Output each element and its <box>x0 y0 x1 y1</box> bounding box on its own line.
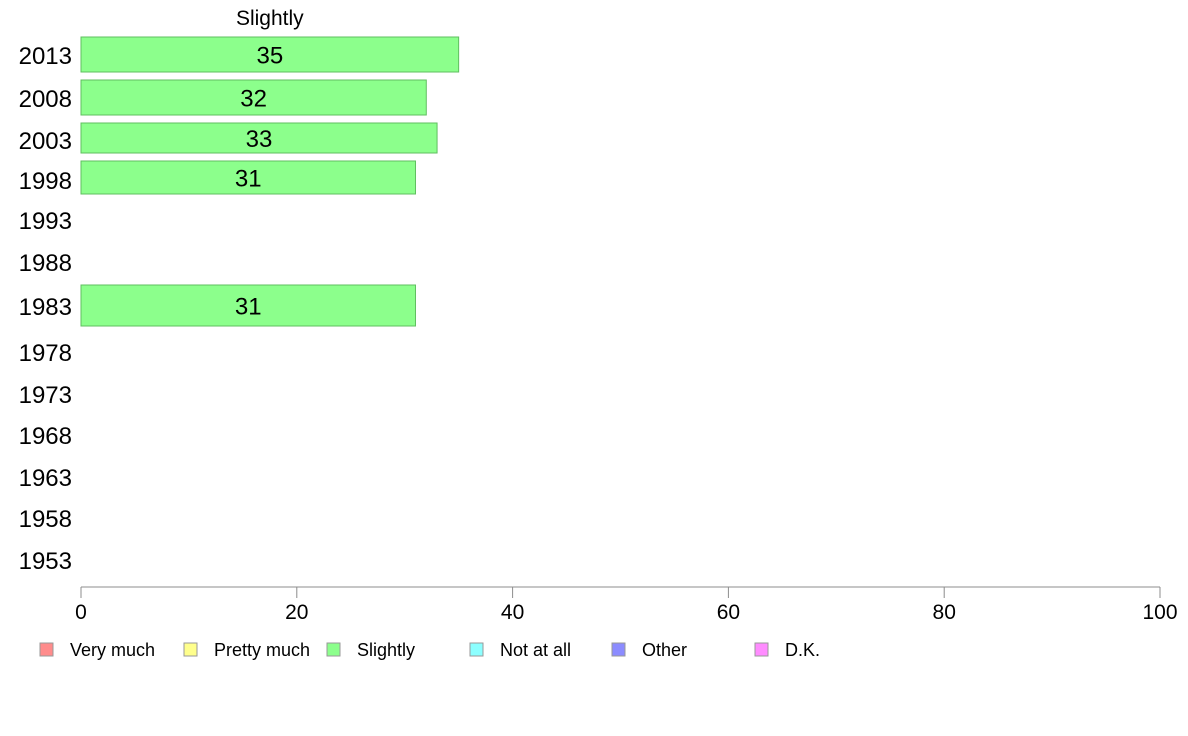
series-title: Slightly <box>236 7 304 30</box>
year-label-1973: 1973 <box>19 382 72 409</box>
bar-2003 <box>80 122 438 154</box>
value-label-2013: 35 <box>256 43 283 70</box>
legend-label: Very much <box>70 640 155 660</box>
x-tick-label-60: 60 <box>717 601 740 624</box>
legend-item-d-k: D.K. <box>754 640 820 660</box>
legend-item-other: Other <box>611 640 687 660</box>
year-label-1968: 1968 <box>19 423 72 450</box>
year-label-1958: 1958 <box>19 506 72 533</box>
legend-item-very-much: Very much <box>39 640 155 660</box>
value-label-1998: 31 <box>235 166 262 193</box>
legend-label: Other <box>642 640 687 660</box>
x-tick-label-100: 100 <box>1142 601 1177 624</box>
value-label-2008: 32 <box>240 86 267 113</box>
year-label-2008: 2008 <box>19 86 72 113</box>
year-label-1988: 1988 <box>19 250 72 277</box>
value-label-1983: 31 <box>235 294 262 321</box>
year-label-1963: 1963 <box>19 465 72 492</box>
legend-item-not-at-all: Not at all <box>469 640 571 660</box>
year-label-1993: 1993 <box>19 208 72 235</box>
legend-swatch <box>611 642 626 657</box>
bar-2013 <box>80 36 460 73</box>
x-tick-label-40: 40 <box>501 601 524 624</box>
x-tick-label-80: 80 <box>933 601 956 624</box>
legend-label: Not at all <box>500 640 571 660</box>
year-label-1978: 1978 <box>19 340 72 367</box>
legend-label: Slightly <box>357 640 415 660</box>
x-tick-label-20: 20 <box>285 601 308 624</box>
legend-swatch <box>39 642 54 657</box>
x-tick-label-0: 0 <box>75 601 87 624</box>
year-label-1953: 1953 <box>19 548 72 575</box>
year-label-1983: 1983 <box>19 294 72 321</box>
year-label-2003: 2003 <box>19 128 72 155</box>
legend-swatch <box>754 642 769 657</box>
value-label-2003: 33 <box>246 126 273 153</box>
bar-1983 <box>80 284 416 327</box>
legend-label: D.K. <box>785 640 820 660</box>
bar-2008 <box>80 79 427 116</box>
legend-swatch <box>183 642 198 657</box>
bar-1998 <box>80 160 416 195</box>
year-label-1998: 1998 <box>19 168 72 195</box>
legend-swatch <box>469 642 484 657</box>
legend-label: Pretty much <box>214 640 310 660</box>
legend-item-pretty-much: Pretty much <box>183 640 310 660</box>
legend-swatch <box>326 642 341 657</box>
year-label-2013: 2013 <box>19 43 72 70</box>
legend-item-slightly: Slightly <box>326 640 415 660</box>
